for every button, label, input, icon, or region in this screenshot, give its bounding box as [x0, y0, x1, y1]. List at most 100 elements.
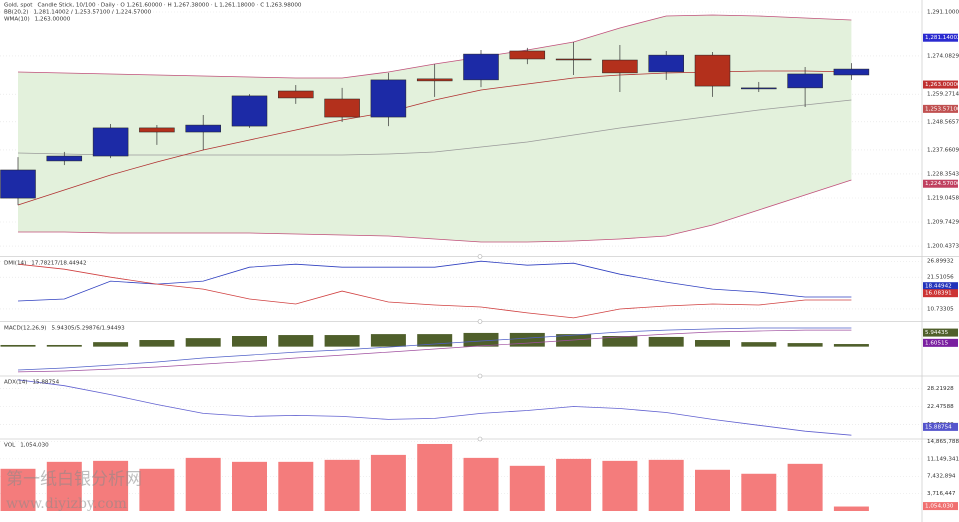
candle-body	[602, 59, 638, 74]
y-tick-label: 22.47588	[927, 404, 954, 410]
y-tick-label: 1,248.56578	[927, 119, 959, 125]
histogram-bar	[509, 332, 545, 347]
volume-bar	[695, 469, 730, 511]
candle-body	[555, 58, 592, 61]
price-marker-label: 1,281.14002	[925, 35, 959, 41]
price-marker	[923, 282, 958, 291]
volume-bar	[648, 459, 684, 511]
candle-body	[324, 98, 360, 118]
panel-handle[interactable]	[477, 254, 483, 259]
histogram-bar	[93, 342, 129, 347]
panel-header: WMA(10)	[4, 17, 30, 23]
histogram-bar	[232, 336, 267, 347]
price-marker	[923, 80, 958, 89]
histogram-bar	[556, 334, 592, 347]
candle-body	[0, 169, 36, 199]
histogram-bar	[602, 336, 638, 347]
volume-bar	[278, 461, 314, 511]
candle-body	[92, 127, 129, 157]
panel-handle[interactable]	[477, 319, 483, 324]
overlay: 第一纸白银分析网 www.diyizby.com	[6, 470, 142, 513]
histogram-bar	[648, 336, 684, 347]
candle-body	[509, 50, 546, 60]
price-marker-label: 1,054,030	[925, 504, 954, 510]
price-marker-label: 16.08391	[925, 291, 952, 297]
candle-body	[46, 155, 83, 162]
candle-body	[370, 79, 407, 118]
panel-header: 17.78217/18.44942	[31, 261, 86, 267]
panel-header: 5.94305/5.29876/1.94493	[51, 326, 125, 332]
y-tick-label: 21.51056	[927, 275, 954, 281]
histogram-bar	[324, 335, 360, 347]
histogram-bar	[139, 340, 175, 347]
candle-body	[787, 73, 823, 89]
histogram-bar	[463, 332, 499, 347]
y-tick-label: 11,149,341	[927, 456, 959, 462]
histogram-bar	[833, 344, 869, 347]
price-marker-label: 5.94435	[925, 330, 949, 336]
price-marker	[923, 289, 958, 298]
price-marker	[923, 33, 958, 42]
candle-body	[185, 124, 221, 133]
indicator-line	[17, 327, 852, 371]
price-marker-label: 18.44942	[925, 284, 952, 290]
volume-bar	[139, 468, 175, 511]
y-tick-label: 14,865,788	[927, 439, 959, 445]
price-marker-label: 1,263.00000	[925, 82, 959, 88]
price-marker-label: 15.88754	[925, 424, 952, 430]
histogram-bar	[185, 338, 221, 347]
y-tick-label: 1,237.66098	[927, 147, 959, 153]
candle-body	[741, 87, 777, 90]
price-marker	[923, 502, 958, 511]
candle-body	[463, 53, 499, 81]
price-marker	[923, 179, 958, 188]
panel-header: 1,054,030	[20, 443, 49, 449]
y-tick-label: 28.21928	[927, 386, 954, 392]
volume-bar	[185, 457, 221, 511]
panel-header: 1,263.00000	[35, 17, 71, 23]
y-tick-label: 3,716,447	[927, 491, 956, 497]
panel-header: ADX(14)	[4, 380, 27, 386]
volume-bar	[602, 460, 638, 511]
volume-bar	[741, 473, 777, 511]
y-tick-label: 7,432,894	[927, 474, 956, 480]
price-marker-label: 1.60515	[925, 340, 949, 346]
candle-body	[694, 54, 731, 87]
histogram-bar	[278, 335, 314, 347]
y-tick-label: 1,200.43730	[927, 244, 959, 250]
panel-header: 15.88754	[32, 380, 59, 386]
panel-handle[interactable]	[477, 436, 483, 442]
panel-header: Gold, spot	[4, 3, 33, 9]
indicator-line	[17, 263, 852, 319]
watermark: 第一纸白银分析网	[6, 470, 142, 490]
volume-bar	[787, 463, 823, 511]
band-upper	[17, 14, 852, 79]
y-tick-label: 26.89932	[927, 259, 954, 265]
histogram-bar	[370, 334, 406, 347]
y-tick-label: 1,259.27148	[927, 92, 959, 98]
y-tick-label: 1,228.35435	[927, 171, 959, 177]
candle-body	[231, 95, 268, 127]
volume-bar	[370, 454, 406, 511]
candle-body	[278, 90, 314, 99]
histogram-bar	[46, 344, 82, 347]
price-marker	[923, 328, 958, 337]
histogram-bar	[0, 344, 36, 347]
price-marker	[923, 422, 958, 431]
panel-header: DMI(14)	[4, 261, 26, 267]
panel-header: MACD(12,26,9)	[4, 326, 46, 332]
volume-bar	[232, 461, 267, 511]
candle-body	[833, 68, 870, 76]
marks: 1,200.43730 1,209.74292 1,219.04583 1,228.3…	[0, 3, 959, 511]
panel-handle[interactable]	[477, 373, 483, 379]
candle-body	[648, 54, 684, 73]
volume-bar	[324, 459, 360, 511]
volume-bar	[417, 443, 453, 511]
volume-bar	[556, 458, 592, 511]
price-marker-label: 1,224.57000	[925, 181, 959, 187]
histogram-bar	[741, 342, 777, 347]
volume-bar	[46, 461, 82, 511]
y-tick-label: 10.73305	[927, 306, 954, 312]
